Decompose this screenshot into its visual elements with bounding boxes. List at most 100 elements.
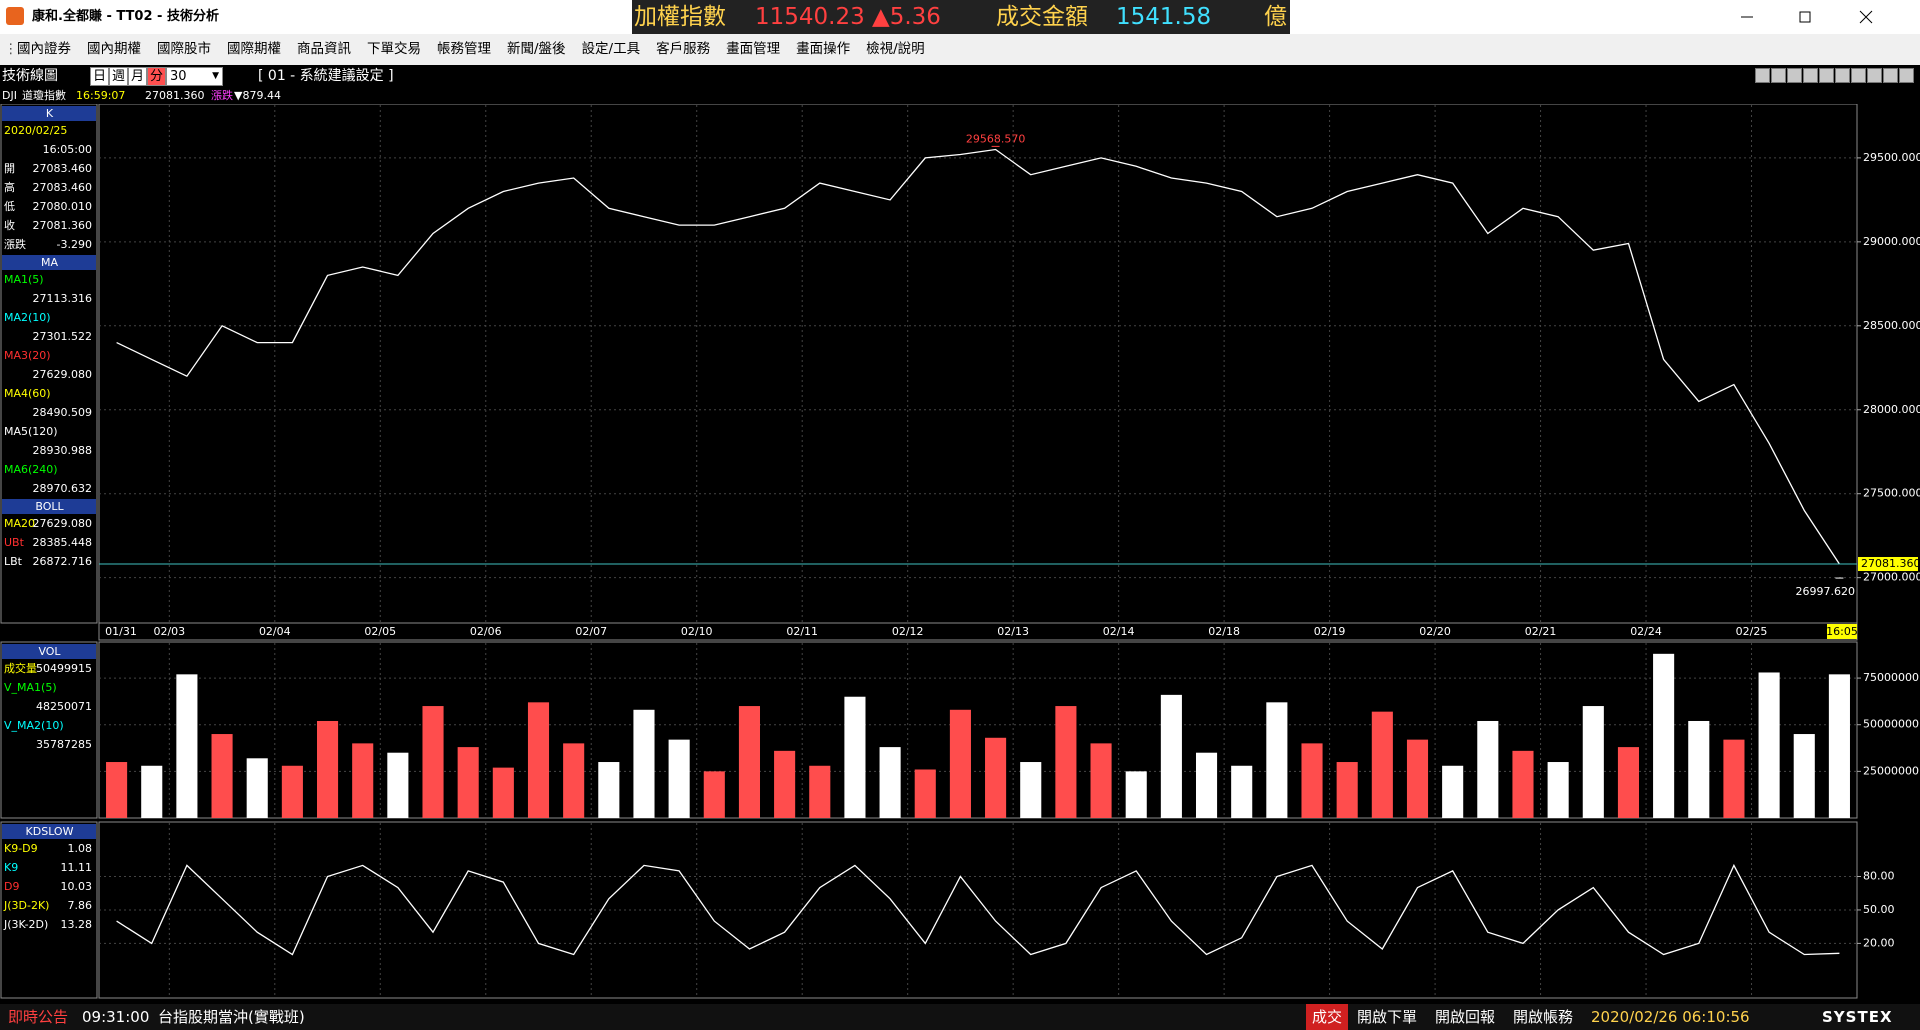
period-button[interactable]: 分: [147, 67, 166, 86]
tool-icon[interactable]: [1787, 68, 1802, 83]
legend-label: V_MA2(10): [4, 719, 64, 732]
volume-bar: [879, 747, 901, 818]
menu-item[interactable]: 設定/工具: [581, 41, 641, 57]
window-title: 康和.全都賺 - TT02 - 技術分析: [32, 9, 219, 24]
volume-bar: [949, 709, 971, 818]
x-tick-label: 02/18: [1208, 625, 1240, 638]
legend-header: [2, 644, 96, 659]
legend-value: -3.290: [57, 238, 92, 251]
menu-item[interactable]: 客戶服務: [656, 41, 711, 57]
symbol: DJI: [2, 89, 17, 102]
legend-header: [2, 824, 96, 839]
menu-item[interactable]: 下單交易: [367, 41, 421, 57]
y-tick-label: 28500.000: [1863, 319, 1920, 332]
period-button[interactable]: 日: [90, 67, 109, 86]
menu-item[interactable]: 畫面操作: [796, 41, 851, 57]
volume-bar: [1828, 674, 1850, 818]
legend-value: 27113.316: [33, 292, 93, 305]
volume-bar: [281, 765, 303, 818]
period-button[interactable]: 週: [109, 67, 128, 86]
volume-bar: [316, 720, 339, 818]
footer-button[interactable]: 開啟回報: [1435, 1008, 1496, 1026]
menu-item[interactable]: 畫面管理: [726, 41, 781, 57]
legend-value: 27629.080: [33, 517, 93, 530]
legend-value: 10.03: [61, 880, 93, 893]
close-button[interactable]: [1859, 10, 1873, 24]
tool-icon[interactable]: [1899, 68, 1914, 83]
tool-icon[interactable]: [1755, 68, 1770, 83]
tool-icon[interactable]: [1867, 68, 1882, 83]
volume-bar: [1125, 771, 1147, 818]
volume-bar: [1020, 762, 1042, 818]
app-icon: [6, 7, 24, 25]
chart-area: K 2020/02/25 16:05:00 開 27083.460 高 27083.460 低…: [0, 103, 1920, 999]
volume-bar: [1406, 739, 1429, 818]
legend-frame: [0, 641, 98, 819]
menu-item[interactable]: 國際股市: [157, 41, 211, 57]
volume-bar: [492, 767, 514, 818]
tool-icon[interactable]: [1883, 68, 1898, 83]
status-bar: 即時公告 09:31:00 台指股期當沖(實戰班) 成交 開啟下單 開啟回報 開啟帳…: [0, 1004, 1920, 1030]
volume-bar: [1617, 747, 1640, 818]
period-button[interactable]: 月: [128, 67, 147, 86]
footer-button[interactable]: 開啟帳務: [1513, 1008, 1574, 1026]
legend-value: 28385.448: [33, 536, 93, 549]
index-label: 加權指數: [634, 4, 726, 30]
legend-label: 漲跌: [4, 237, 26, 251]
volume-bar: [1688, 720, 1710, 818]
quote-change: ▼879.44: [234, 89, 281, 102]
amount-unit: 億: [1264, 4, 1287, 30]
volume-bar: [1055, 706, 1077, 818]
volume-bar: [1477, 720, 1499, 818]
legend-title: VOL: [38, 645, 61, 658]
legend-label: 開: [4, 162, 15, 175]
menu-item[interactable]: 國內證券: [17, 41, 71, 57]
legend-value: 27081.360: [33, 219, 93, 232]
symbol-name: 道瓊指數: [22, 89, 66, 102]
volume-bar: [352, 743, 374, 818]
tool-icon[interactable]: [1803, 68, 1818, 83]
volume-bar: [1371, 711, 1393, 818]
legend-value: 35787285: [36, 738, 92, 751]
x-tick-label: 01/31: [105, 625, 137, 638]
volume-bar: [422, 706, 444, 818]
index-change: ▲5.36: [872, 4, 941, 30]
menu-item[interactable]: 國際期權: [227, 41, 281, 57]
legend-title: MA: [41, 256, 58, 269]
volume-bar: [774, 750, 796, 818]
legend-value: 7.86: [68, 899, 93, 912]
tool-icon[interactable]: [1771, 68, 1786, 83]
menu-item[interactable]: 檢視/說明: [866, 41, 925, 57]
volume-bar: [1442, 765, 1464, 818]
menu-item[interactable]: 國內期權: [87, 41, 141, 57]
trade-button[interactable]: 成交: [1306, 1004, 1349, 1030]
volume-bar: [703, 771, 725, 818]
legend-value: 27301.522: [33, 330, 93, 343]
quote-price: 27081.360: [145, 89, 205, 102]
menu-item[interactable]: 新聞/盤後: [507, 41, 566, 57]
low-label: 26997.620: [1796, 585, 1856, 598]
tool-icon[interactable]: [1819, 68, 1834, 83]
volume-bar: [457, 747, 479, 818]
x-tick-label: 02/11: [786, 625, 818, 638]
legend-header: [2, 106, 96, 121]
tool-icon[interactable]: [1851, 68, 1866, 83]
dropdown-arrow: ▼: [212, 71, 219, 81]
legend-label: V_MA1(5): [4, 681, 57, 694]
footer-button[interactable]: 開啟下單: [1357, 1008, 1418, 1026]
restore-button[interactable]: [1799, 11, 1811, 23]
tool-icon[interactable]: [1835, 68, 1850, 83]
volume-bar: [1090, 743, 1112, 818]
volume-bar: [1582, 706, 1604, 818]
y-tick-label: 27000.000: [1863, 571, 1920, 584]
menu-item[interactable]: 帳務管理: [437, 41, 491, 57]
x-tick-label: 02/20: [1419, 625, 1451, 638]
legend-label: K9: [4, 861, 18, 874]
interval-select[interactable]: 30 ▼: [166, 67, 223, 86]
legend-title: KDSLOW: [26, 825, 74, 838]
ticker: 加權指數 11540.23 ▲5.36 成交金額 1541.58 億: [632, 0, 1290, 34]
menu-item[interactable]: 商品資訊: [297, 41, 351, 57]
last-time-box: [1827, 624, 1857, 639]
x-tick-label: 02/21: [1525, 625, 1557, 638]
